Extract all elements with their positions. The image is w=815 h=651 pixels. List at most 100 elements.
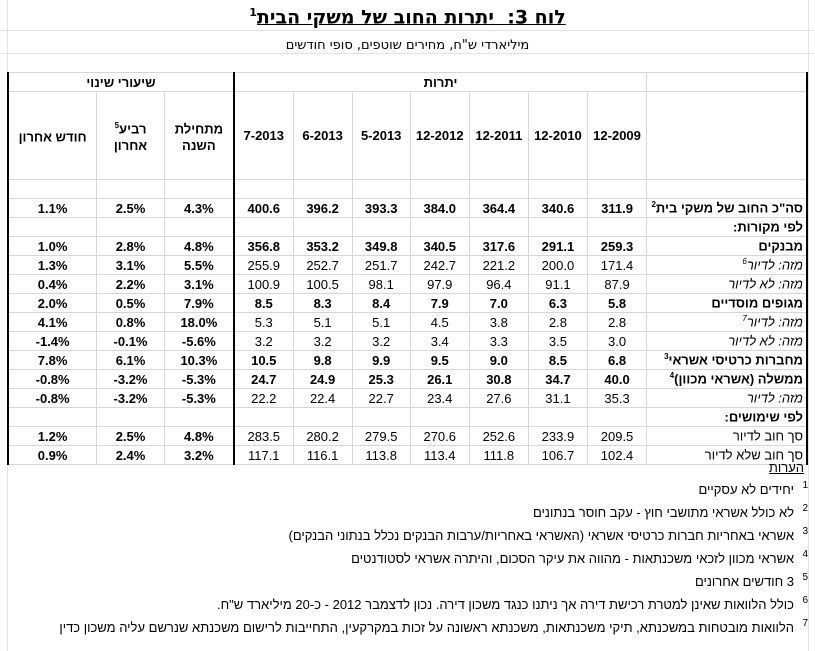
balance-cell: 311.9	[586, 198, 648, 218]
note-item: 3 אשראי באחריות חברות כרטיסי אשראי (האשרא…	[7, 524, 808, 547]
balance-cell: 30.8	[468, 369, 529, 389]
balance-cell: 5.1	[351, 312, 411, 332]
balance-cell: 8.3	[292, 293, 353, 313]
balance-cell	[586, 217, 648, 237]
balance-cell: 98.1	[351, 274, 411, 294]
balance-cell: 340.6	[527, 198, 588, 218]
notes-list: 1 יחידים לא עסקיים 2 לא כולל אשראי מתושבי ח…	[7, 478, 808, 639]
note-item: 1 יחידים לא עסקיים	[7, 478, 808, 501]
column-header-row: 12-2009 12-2010 12-2011 12-2012 5-2013 6-2013…	[7, 91, 809, 180]
row-label: לפי מקורות:	[646, 217, 809, 237]
notes-title: הערות	[768, 460, 804, 475]
balance-cell	[468, 217, 529, 237]
balance-cell: 9.9	[351, 350, 411, 370]
change-cell: 4.1%	[7, 312, 98, 332]
balance-cell: 5.1	[292, 312, 353, 332]
balance-cell: 22.7	[351, 388, 411, 408]
change-cell	[96, 217, 165, 237]
balance-cell: 3.2	[292, 331, 353, 351]
balance-cell: 9.8	[292, 350, 353, 370]
balance-cell	[292, 407, 353, 427]
balance-cell: 3.5	[527, 331, 588, 351]
balance-cell: 6.8	[586, 350, 648, 370]
row-footnote: 3	[664, 352, 669, 362]
note-number: 6	[802, 595, 808, 606]
grid-line	[0, 30, 815, 31]
change-cell: 4.8%	[163, 426, 235, 446]
note-text: אשראי מכוון לזכאי משכנתאות - מהווה את עי…	[351, 551, 794, 566]
change-cell: -5.3%	[163, 369, 235, 389]
balance-cell: 8.5	[527, 350, 588, 370]
change-cell: 2.4%	[96, 445, 165, 465]
balance-cell: 233.9	[527, 426, 588, 446]
column-header-date: 6-2013	[292, 91, 353, 180]
row-label: מזה: לא לדיור	[646, 331, 809, 351]
balance-cell: 35.3	[586, 388, 648, 408]
balance-cell: 97.9	[409, 274, 470, 294]
note-text: הלוואות מובטחות במשכנתא, תיקי משכנתאות, …	[59, 620, 794, 635]
change-cell: 7.9%	[163, 293, 235, 313]
change-cell	[96, 407, 165, 427]
note-number: 5	[802, 572, 808, 583]
note-text: אשראי באחריות חברות כרטיסי אשראי (האשראי…	[288, 528, 794, 543]
balance-cell: 3.2	[351, 331, 411, 351]
spacer-row	[7, 179, 809, 199]
balance-cell: 26.1	[409, 369, 470, 389]
row-label-text: מזה: לדיור	[746, 314, 803, 330]
balance-cell	[468, 407, 529, 427]
note-text: יחידים לא עסקיים	[698, 482, 794, 497]
balance-cell: 40.0	[586, 369, 648, 389]
change-cell: -5.6%	[163, 331, 235, 351]
balance-cell: 317.6	[468, 236, 529, 256]
balance-cell: 283.5	[232, 426, 294, 446]
change-cell: -5.3%	[163, 388, 235, 408]
row-label-text: מזה: לדיור	[746, 390, 803, 406]
balance-cell: 24.9	[292, 369, 353, 389]
column-header-date: 12-2012	[409, 91, 470, 180]
header-blank	[646, 72, 809, 92]
balance-cell: 106.7	[527, 445, 588, 465]
row-label-text: מזה: לא לדיור	[728, 333, 803, 349]
balance-cell	[351, 217, 411, 237]
row-label-text: סך חוב לדיור	[732, 428, 803, 444]
row-label-text: מזה: לדיור	[746, 257, 803, 273]
change-cell: 1.1%	[7, 198, 98, 218]
balance-cell	[409, 407, 470, 427]
row-label: מבנקים	[646, 236, 809, 256]
change-cell	[163, 407, 235, 427]
row-label: ממשלה (אשראי מכוון)4	[646, 369, 809, 389]
table-row: ממשלה (אשראי מכוון)4 40.0 34.7 30.8 26.1 25.3…	[7, 369, 809, 389]
table-row: לפי שימושים:	[7, 407, 809, 427]
balance-cell: 242.7	[409, 255, 470, 275]
row-label: מזה: לדיור6	[646, 255, 809, 275]
balance-cell: 8.4	[351, 293, 411, 313]
note-item: 4 אשראי מכוון לזכאי משכנתאות - מהווה את ע…	[7, 547, 808, 570]
change-cell: 0.5%	[96, 293, 165, 313]
change-cell: 2.5%	[96, 198, 165, 218]
page-title: לוח 3: יתרות החוב של משקי הבית1	[0, 6, 815, 28]
row-label: מזה: לא לדיור	[646, 274, 809, 294]
row-label-text: ממשלה (אשראי מכוון)	[674, 371, 803, 387]
change-cell: 10.3%	[163, 350, 235, 370]
balance-cell: 6.3	[527, 293, 588, 313]
balance-cell: 9.5	[409, 350, 470, 370]
column-header-change: מתחילת השנה	[163, 91, 235, 180]
change-cell: -1.4%	[7, 331, 98, 351]
balance-cell: 3.3	[468, 331, 529, 351]
row-footnote: 2	[651, 200, 656, 210]
note-item: 5 3 חודשים אחרונים	[7, 570, 808, 593]
column-header-date: 12-2009	[586, 91, 648, 180]
balance-cell: 252.6	[468, 426, 529, 446]
balance-cell: 3.4	[409, 331, 470, 351]
column-header-change-line2: השנה	[182, 138, 216, 154]
change-cell: -3.2%	[96, 388, 165, 408]
balance-cell	[527, 217, 588, 237]
balance-cell: 25.3	[351, 369, 411, 389]
balance-cell: 221.2	[468, 255, 529, 275]
note-number: 3	[802, 526, 808, 537]
column-header-date: 12-2011	[468, 91, 529, 180]
note-text: לא כולל אשראי מתושבי חוץ - עקב חוסר בנתו…	[532, 505, 794, 520]
balance-cell: 396.2	[292, 198, 353, 218]
table-row: סך חוב שלא לדיור 102.4 106.7 111.8 113.4 113.…	[7, 445, 809, 465]
